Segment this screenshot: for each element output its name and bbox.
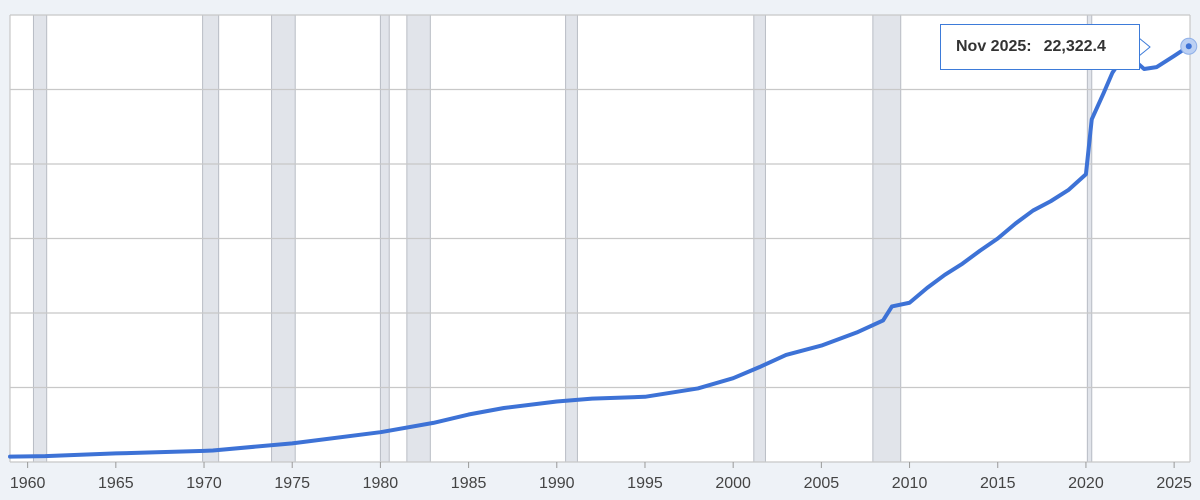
x-tick-label: 1960 [10, 475, 46, 492]
highlight-point [1185, 43, 1192, 50]
x-tick-label: 1995 [627, 475, 663, 492]
x-tick-label: 2025 [1156, 475, 1192, 492]
x-tick-label: 2000 [715, 475, 751, 492]
x-tick-label: 2015 [980, 475, 1016, 492]
x-tick-label: 2005 [804, 475, 840, 492]
tooltip-pointer [1138, 37, 1151, 57]
x-tick-label: 1985 [451, 475, 487, 492]
x-tick-label: 2020 [1068, 475, 1104, 492]
x-tick-label: 1970 [186, 475, 222, 492]
tooltip: Nov 2025: 22,322.4 [940, 24, 1140, 70]
tooltip-value: 22,322.4 [1043, 38, 1106, 55]
series-line [8, 44, 1191, 459]
x-tick-label: 2010 [892, 475, 928, 492]
x-tick-label: 1965 [98, 475, 134, 492]
x-tick-label: 1980 [363, 475, 399, 492]
x-tick-label: 1975 [274, 475, 310, 492]
x-tick-label: 1990 [539, 475, 575, 492]
tooltip-date: Nov 2025: [956, 38, 1032, 55]
